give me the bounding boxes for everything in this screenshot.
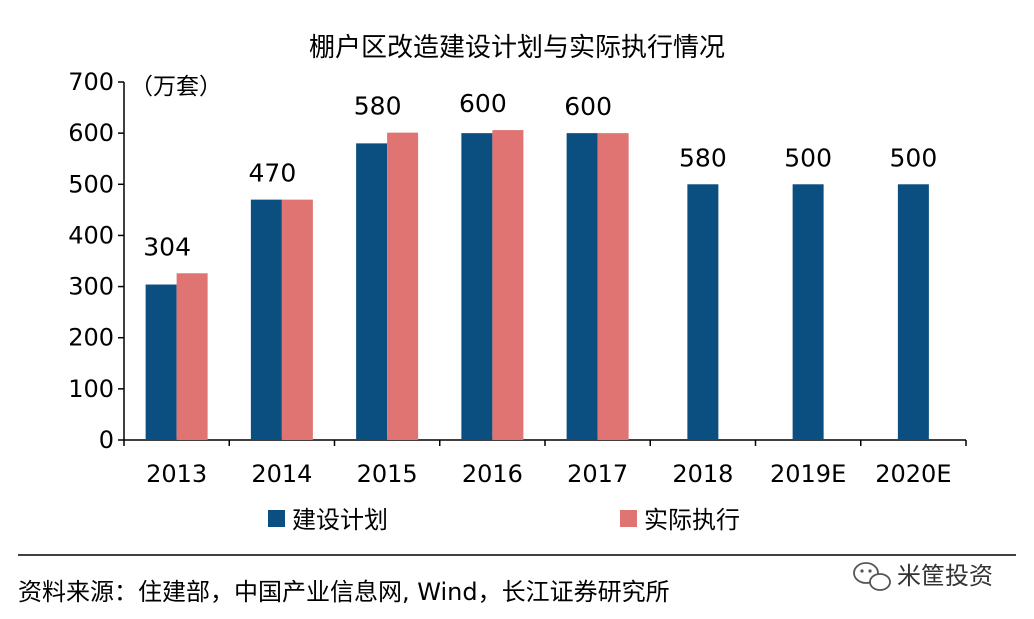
legend-label-actual: 实际执行 — [644, 506, 740, 534]
bar-actual-2014 — [281, 199, 313, 440]
bar-actual-2015 — [387, 132, 419, 441]
bar-plan-2020E — [897, 184, 929, 440]
data-label-2018: 580 — [679, 143, 727, 172]
bar-plan-2014 — [250, 199, 282, 440]
bar-plan-2013 — [145, 284, 177, 440]
unit-label: （万套） — [130, 74, 222, 100]
data-label-2017: 600 — [564, 92, 612, 121]
x-tick-label: 2019E — [770, 460, 846, 488]
bar-actual-2013 — [176, 273, 208, 440]
wechat-icon — [853, 562, 891, 591]
y-tick-label: 500 — [68, 170, 114, 198]
data-label-2016: 600 — [459, 89, 507, 118]
bar-actual-2016 — [492, 130, 524, 440]
plot-area: 0 100 200 300 400 500 600 700 2013 2014 2015 2016 20… — [68, 68, 967, 488]
source-note: 资料来源：住建部，中国产业信息网, Wind，长江证券研究所 — [18, 578, 670, 606]
bar-plan-2015 — [356, 143, 388, 440]
legend: 建设计划 实际执行 — [268, 506, 740, 534]
data-label-2015: 580 — [354, 92, 402, 121]
legend-swatch-plan — [268, 510, 285, 527]
y-tick-label: 600 — [68, 119, 114, 147]
x-tick-label: 2018 — [672, 460, 733, 488]
x-tick-label: 2014 — [251, 460, 312, 488]
data-label-2020E: 500 — [890, 143, 938, 172]
bar-plan-2017 — [566, 133, 598, 440]
y-tick-label: 200 — [68, 324, 114, 352]
bar-plan-2018 — [687, 184, 719, 440]
chart-title: 棚户区改造建设计划与实际执行情况 — [309, 33, 725, 63]
watermark-text: 米筐投资 — [897, 562, 993, 590]
legend-swatch-actual — [620, 510, 637, 527]
watermark: 米筐投资 — [853, 562, 993, 591]
data-label-2014: 470 — [249, 159, 297, 188]
data-label-2013: 304 — [143, 232, 191, 261]
legend-label-plan: 建设计划 — [292, 506, 388, 534]
y-tick-label: 400 — [68, 221, 114, 249]
x-tick-label: 2013 — [146, 460, 207, 488]
x-tick-label: 2016 — [462, 460, 523, 488]
bar-actual-2017 — [597, 133, 629, 440]
bar-plan-2016 — [461, 133, 493, 440]
x-tick-label: 2020E — [875, 460, 951, 488]
x-tick-label: 2017 — [567, 460, 628, 488]
y-tick-label: 700 — [68, 68, 114, 96]
y-tick-label: 0 — [99, 426, 114, 454]
x-tick-label: 2015 — [357, 460, 418, 488]
y-tick-label: 300 — [68, 273, 114, 301]
bar-plan-2019E — [792, 184, 824, 440]
data-label-2019E: 500 — [784, 143, 832, 172]
y-tick-label: 100 — [68, 375, 114, 403]
